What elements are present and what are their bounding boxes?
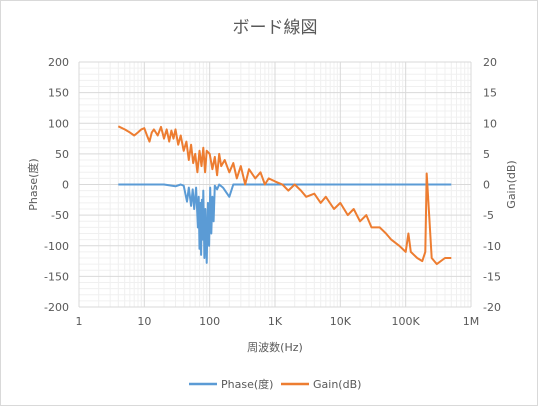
y-left-tick-label: -50 [51,209,69,222]
legend-label-gain: Gain(dB) [313,378,361,391]
y-left-tick-label: 100 [48,117,69,130]
y-left-tick-label: 0 [62,179,69,192]
y-right-tick-label: -15 [483,270,501,283]
x-tick-label: 1M [463,315,480,328]
y-right-tick-label: -5 [483,209,494,222]
x-tick-label: 10 [137,315,151,328]
chart-title: ボード線図 [233,18,318,38]
y-left-tick-label: 200 [48,56,69,69]
y-right-tick-label: -10 [483,240,501,253]
x-tick-label: 1K [268,315,283,328]
legend-label-phase: Phase(度) [221,377,273,391]
x-tick-label: 100K [392,315,421,328]
x-tick-label: 100 [199,315,220,328]
y-left-tick-label: -200 [44,301,69,314]
y-right-axis-title: Gain(dB) [505,160,518,208]
x-tick-label: 1 [76,315,83,328]
y-right-tick-label: 10 [483,117,497,130]
y-right-tick-label: -20 [483,301,501,314]
series-line-phase [118,183,452,264]
y-left-tick-label: 50 [55,148,69,161]
y-left-axis-title: Phase(度) [26,158,40,210]
y-right-tick-label: 20 [483,56,497,69]
y-right-tick-label: 5 [483,148,490,161]
y-left-tick-label: -150 [44,270,69,283]
y-right-tick-label: 0 [483,179,490,192]
y-left-tick-label: 150 [48,87,69,100]
x-tick-label: 10K [330,315,352,328]
series-line-gain [117,125,452,266]
y-right-tick-label: 15 [483,87,497,100]
x-axis-title: 周波数(Hz) [247,341,303,354]
y-left-tick-label: -100 [44,240,69,253]
